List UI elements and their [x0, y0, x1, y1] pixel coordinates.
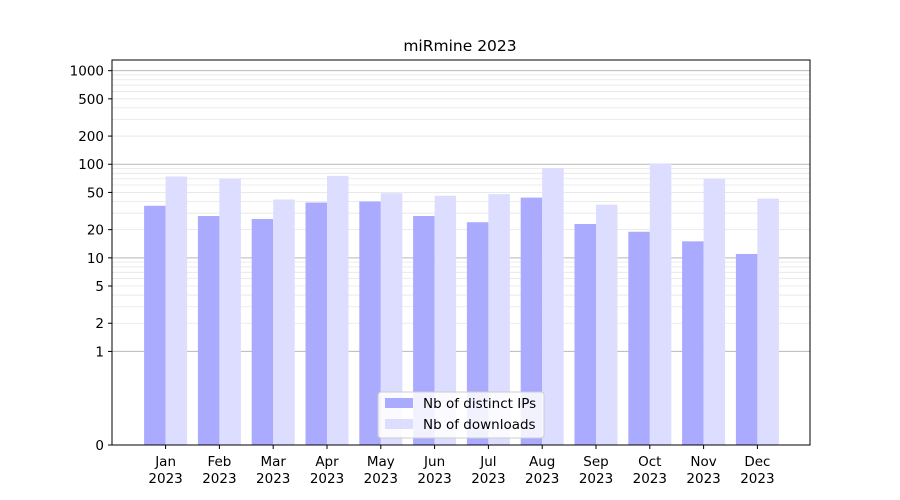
bar-distinct-ips [574, 223, 596, 445]
legend-swatch-ips [385, 398, 413, 408]
legend-swatch-downloads [385, 419, 413, 429]
bar-distinct-ips [197, 215, 220, 445]
x-tick-label-month: Nov [690, 454, 716, 470]
x-tick-label-year: 2023 [740, 471, 774, 487]
x-axis: Jan2023Feb2023Mar2023Apr2023May2023Jun20… [148, 445, 775, 487]
y-axis: 0 1 2 5 10 20 50 100 200 500 1000 [70, 64, 112, 454]
bar-distinct-ips [305, 202, 327, 445]
y-tick-label: 10 [87, 251, 104, 267]
bar-downloads [273, 199, 295, 445]
x-tick-label-year: 2023 [686, 471, 720, 487]
y-tick-label: 200 [78, 129, 104, 145]
x-tick-label-year: 2023 [202, 471, 236, 487]
x-tick-label-year: 2023 [525, 471, 559, 487]
bar-distinct-ips [520, 197, 543, 445]
bar-distinct-ips [359, 201, 381, 445]
x-tick-label-month: Mar [260, 454, 286, 470]
bar-distinct-ips [682, 241, 704, 445]
x-tick-label-month: Jun [423, 454, 445, 470]
bar-downloads [165, 176, 188, 446]
y-tick-label: 2 [95, 316, 104, 332]
x-tick-label-month: Jan [154, 454, 176, 470]
bar-downloads [703, 178, 726, 446]
y-tick-label: 5 [95, 279, 104, 295]
x-tick-label-month: Jul [479, 454, 496, 470]
x-tick-label-year: 2023 [256, 471, 290, 487]
x-tick-label-year: 2023 [579, 471, 613, 487]
legend-label-ips: Nb of distinct IPs [423, 396, 536, 412]
bar-distinct-ips [466, 222, 489, 445]
y-tick-label: 100 [78, 157, 104, 173]
bar-distinct-ips [413, 215, 435, 445]
bar-downloads [488, 194, 510, 445]
x-tick-label-year: 2023 [364, 471, 398, 487]
x-tick-label-year: 2023 [633, 471, 667, 487]
bar-downloads [327, 175, 349, 445]
y-tick-label: 0 [95, 438, 104, 454]
x-tick-label-month: Dec [744, 454, 770, 470]
bar-downloads [596, 204, 618, 445]
y-tick-label: 1000 [70, 64, 104, 80]
y-tick-label: 20 [87, 223, 104, 239]
plot-frame [111, 59, 811, 446]
x-tick-label-month: Sep [583, 454, 608, 470]
y-tick-label: 500 [78, 92, 104, 108]
chart-title: miRmine 2023 [403, 37, 516, 55]
bar-downloads [542, 168, 564, 445]
bar-downloads [757, 198, 779, 445]
x-tick-label-month: Apr [315, 454, 339, 470]
bar-distinct-ips [735, 253, 758, 445]
bar-downloads [434, 195, 457, 445]
x-tick-label-year: 2023 [310, 471, 344, 487]
legend-box [377, 391, 545, 439]
bar-distinct-ips [144, 205, 166, 445]
x-tick-label-month: Aug [529, 454, 555, 470]
x-tick-label-year: 2023 [148, 471, 182, 487]
bars [144, 163, 779, 446]
y-tick-label: 50 [87, 185, 104, 201]
x-tick-label-month: May [367, 454, 395, 470]
bar-distinct-ips [628, 231, 650, 445]
legend-label-downloads: Nb of downloads [423, 417, 536, 433]
x-tick-label-month: Oct [638, 454, 661, 470]
legend: Nb of distinct IPs Nb of downloads [377, 391, 545, 439]
bar-downloads [380, 193, 403, 445]
bar-downloads [219, 178, 241, 446]
bar-distinct-ips [251, 218, 274, 445]
y-tick-label: 1 [95, 344, 104, 360]
x-tick-label-month: Feb [207, 454, 231, 470]
x-tick-label-year: 2023 [471, 471, 505, 487]
bar-downloads [649, 163, 672, 445]
x-tick-label-year: 2023 [417, 471, 451, 487]
